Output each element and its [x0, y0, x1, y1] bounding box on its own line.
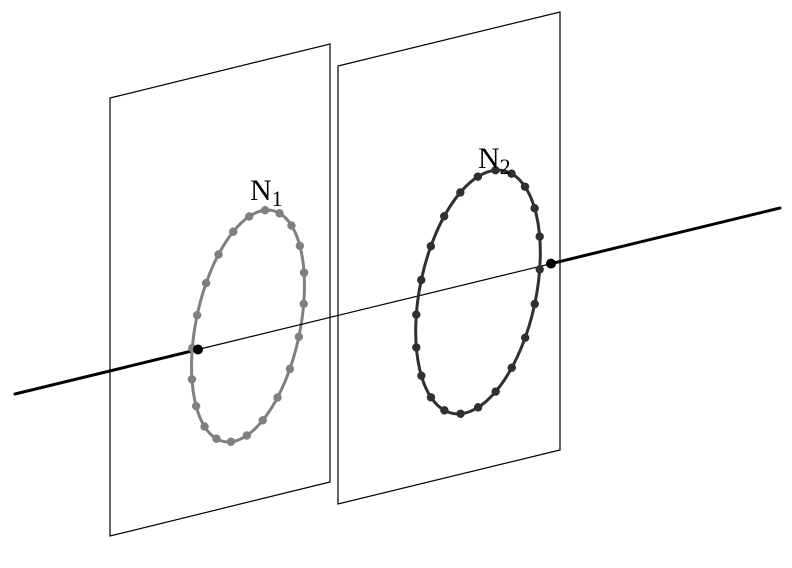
- ring-label: N2: [478, 142, 511, 179]
- plane-right: [338, 12, 560, 504]
- ring: [391, 155, 565, 429]
- plane-left: [110, 44, 330, 536]
- diagram-scene: N1 N2: [0, 0, 792, 568]
- ring-label: N1: [250, 174, 283, 211]
- axis-segment-mid-left: [198, 307, 375, 350]
- ring: [168, 196, 328, 456]
- axis-segment-mid-right: [375, 264, 552, 307]
- axis-dot: [193, 345, 203, 355]
- axis-segment-right: [551, 208, 780, 264]
- axis-dot: [546, 259, 556, 269]
- axis-segment-left: [15, 350, 198, 394]
